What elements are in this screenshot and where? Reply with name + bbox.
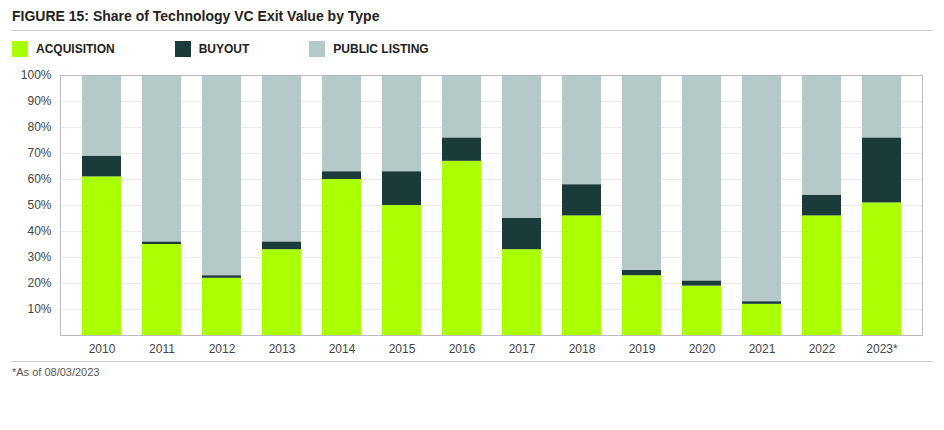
svg-text:2018: 2018 — [569, 342, 596, 356]
svg-text:100%: 100% — [21, 68, 52, 82]
svg-text:30%: 30% — [27, 250, 51, 264]
svg-text:2011: 2011 — [149, 342, 175, 356]
svg-text:70%: 70% — [27, 146, 51, 160]
html-text:*As of 08/03/2023: *As of 08/03/2023 — [12, 366, 100, 378]
svg-text:2019: 2019 — [629, 342, 656, 356]
svg-text:2012: 2012 — [209, 342, 236, 356]
svg-text:60%: 60% — [27, 172, 51, 186]
html-text:PUBLIC LISTING: PUBLIC LISTING — [333, 42, 429, 56]
html-text:BUYOUT: BUYOUT — [198, 42, 250, 56]
svg-text:90%: 90% — [27, 94, 51, 108]
html-text:ACQUISITION: ACQUISITION — [36, 42, 115, 56]
svg-text:50%: 50% — [27, 198, 51, 212]
svg-text:2015: 2015 — [389, 342, 416, 356]
svg-text:2017: 2017 — [509, 342, 536, 356]
svg-text:10%: 10% — [27, 302, 51, 316]
svg-text:2010: 2010 — [89, 342, 116, 356]
svg-text:2016: 2016 — [449, 342, 476, 356]
svg-text:2014: 2014 — [329, 342, 356, 356]
svg-text:80%: 80% — [27, 120, 51, 134]
svg-text:2023*: 2023* — [866, 342, 898, 356]
svg-text:2020: 2020 — [689, 342, 716, 356]
svg-text:2021: 2021 — [749, 342, 776, 356]
svg-text:2022: 2022 — [809, 342, 836, 356]
html-text:FIGURE 15: Share of Technology: FIGURE 15: Share of Technology VC Exit V… — [12, 8, 380, 24]
svg-text:40%: 40% — [27, 224, 51, 238]
svg-text:20%: 20% — [27, 276, 51, 290]
svg-text:2013: 2013 — [269, 342, 296, 356]
